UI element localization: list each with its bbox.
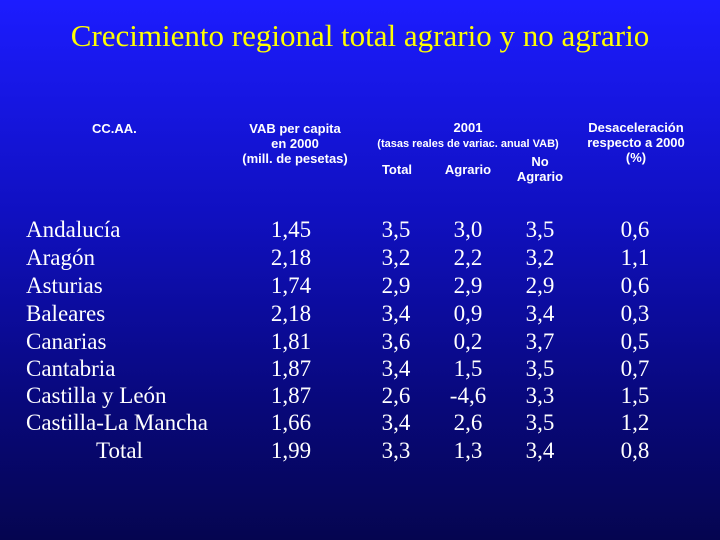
header-vab-line3: (mill. de pesetas) <box>242 151 348 166</box>
header-vab-line2: en 2000 <box>271 136 319 151</box>
cell-total: 3,5 <box>381 217 411 242</box>
cell-total: 3,4 <box>381 356 411 381</box>
cell-desaceleracion: 0,3 <box>620 301 650 326</box>
slide-title: Crecimiento regional total agrario y no … <box>70 18 650 53</box>
cell-no-agrario: 3,4 <box>525 301 555 326</box>
cell-agrario: 3,0 <box>453 217 483 242</box>
header-desac-line2: respecto a 2000 <box>587 135 685 150</box>
table-row: Canarias 1,81 3,6 0,2 3,7 0,5 <box>0 328 720 355</box>
cell-agrario: 1,5 <box>453 356 483 381</box>
cell-agrario: 2,9 <box>453 273 483 298</box>
cell-agrario: 2,6 <box>453 410 483 435</box>
cell-no-agrario: 3,7 <box>525 329 555 354</box>
header-total: Total <box>381 162 413 177</box>
cell-desaceleracion: 0,5 <box>620 329 650 354</box>
cell-region: Aragón <box>26 245 95 270</box>
table-row-total: Total 1,99 3,3 1,3 3,4 0,8 <box>0 437 720 464</box>
table-row: Castilla y León 1,87 2,6 -4,6 3,3 1,5 <box>0 382 720 409</box>
header-desaceleracion: Desaceleración respecto a 2000 (%) <box>578 120 694 165</box>
cell-total: 3,4 <box>381 301 411 326</box>
cell-total: 3,4 <box>381 410 411 435</box>
cell-region: Baleares <box>26 301 106 326</box>
cell-total: 2,9 <box>381 273 411 298</box>
header-desac-line1: Desaceleración <box>588 120 684 135</box>
header-vab: VAB per capita en 2000 (mill. de pesetas… <box>230 121 360 166</box>
cell-no-agrario: 2,9 <box>525 273 555 298</box>
cell-no-agrario: 3,5 <box>525 356 555 381</box>
header-no-agrario-line1: No <box>531 154 549 169</box>
cell-agrario: 0,2 <box>453 329 483 354</box>
header-ccaa: CC.AA. <box>92 121 137 136</box>
header-vab-line1: VAB per capita <box>249 121 341 136</box>
cell-no-agrario: 3,5 <box>525 217 555 242</box>
cell-region: Castilla y León <box>26 383 167 408</box>
cell-vab: 1,74 <box>270 273 312 298</box>
table-row: Andalucía 1,45 3,5 3,0 3,5 0,6 <box>0 216 720 243</box>
table-row: Castilla-La Mancha 1,66 3,4 2,6 3,5 1,2 <box>0 409 720 436</box>
table-row: Cantabria 1,87 3,4 1,5 3,5 0,7 <box>0 355 720 382</box>
cell-total: 3,3 <box>381 438 411 463</box>
cell-vab: 1,45 <box>270 217 312 242</box>
cell-agrario: 0,9 <box>453 301 483 326</box>
table-row: Baleares 2,18 3,4 0,9 3,4 0,3 <box>0 300 720 327</box>
header-2001: 2001 <box>453 120 483 135</box>
cell-vab: 1,87 <box>270 383 312 408</box>
header-no-agrario-line2: Agrario <box>516 169 564 184</box>
cell-total: 3,6 <box>381 329 411 354</box>
header-agrario: Agrario <box>444 162 492 177</box>
header-desac-line3: (%) <box>625 150 647 165</box>
cell-region: Total <box>96 438 143 463</box>
table-row: Aragón 2,18 3,2 2,2 3,2 1,1 <box>0 244 720 271</box>
cell-vab: 1,66 <box>270 410 312 435</box>
cell-desaceleracion: 1,1 <box>620 245 650 270</box>
cell-agrario: -4,6 <box>449 383 487 408</box>
cell-vab: 1,99 <box>270 438 312 463</box>
cell-desaceleracion: 1,5 <box>620 383 650 408</box>
cell-desaceleracion: 1,2 <box>620 410 650 435</box>
cell-no-agrario: 3,3 <box>525 383 555 408</box>
cell-no-agrario: 3,5 <box>525 410 555 435</box>
cell-desaceleracion: 0,7 <box>620 356 650 381</box>
cell-vab: 1,81 <box>270 329 312 354</box>
cell-total: 2,6 <box>381 383 411 408</box>
cell-vab: 2,18 <box>270 301 312 326</box>
header-2001-sub: (tasas reales de variac. anual VAB) <box>377 138 559 150</box>
table-row: Asturias 1,74 2,9 2,9 2,9 0,6 <box>0 272 720 299</box>
cell-region: Castilla-La Mancha <box>26 410 209 435</box>
cell-vab: 1,87 <box>270 356 312 381</box>
cell-region: Canarias <box>26 329 107 354</box>
cell-region: Cantabria <box>26 356 116 381</box>
cell-region: Andalucía <box>26 217 121 242</box>
cell-agrario: 1,3 <box>453 438 483 463</box>
cell-no-agrario: 3,2 <box>525 245 555 270</box>
cell-total: 3,2 <box>381 245 411 270</box>
cell-desaceleracion: 0,8 <box>620 438 650 463</box>
cell-vab: 2,18 <box>270 245 312 270</box>
header-no-agrario: No Agrario <box>504 154 576 184</box>
cell-region: Asturias <box>26 273 103 298</box>
cell-no-agrario: 3,4 <box>525 438 555 463</box>
cell-agrario: 2,2 <box>453 245 483 270</box>
cell-desaceleracion: 0,6 <box>620 217 650 242</box>
cell-desaceleracion: 0,6 <box>620 273 650 298</box>
